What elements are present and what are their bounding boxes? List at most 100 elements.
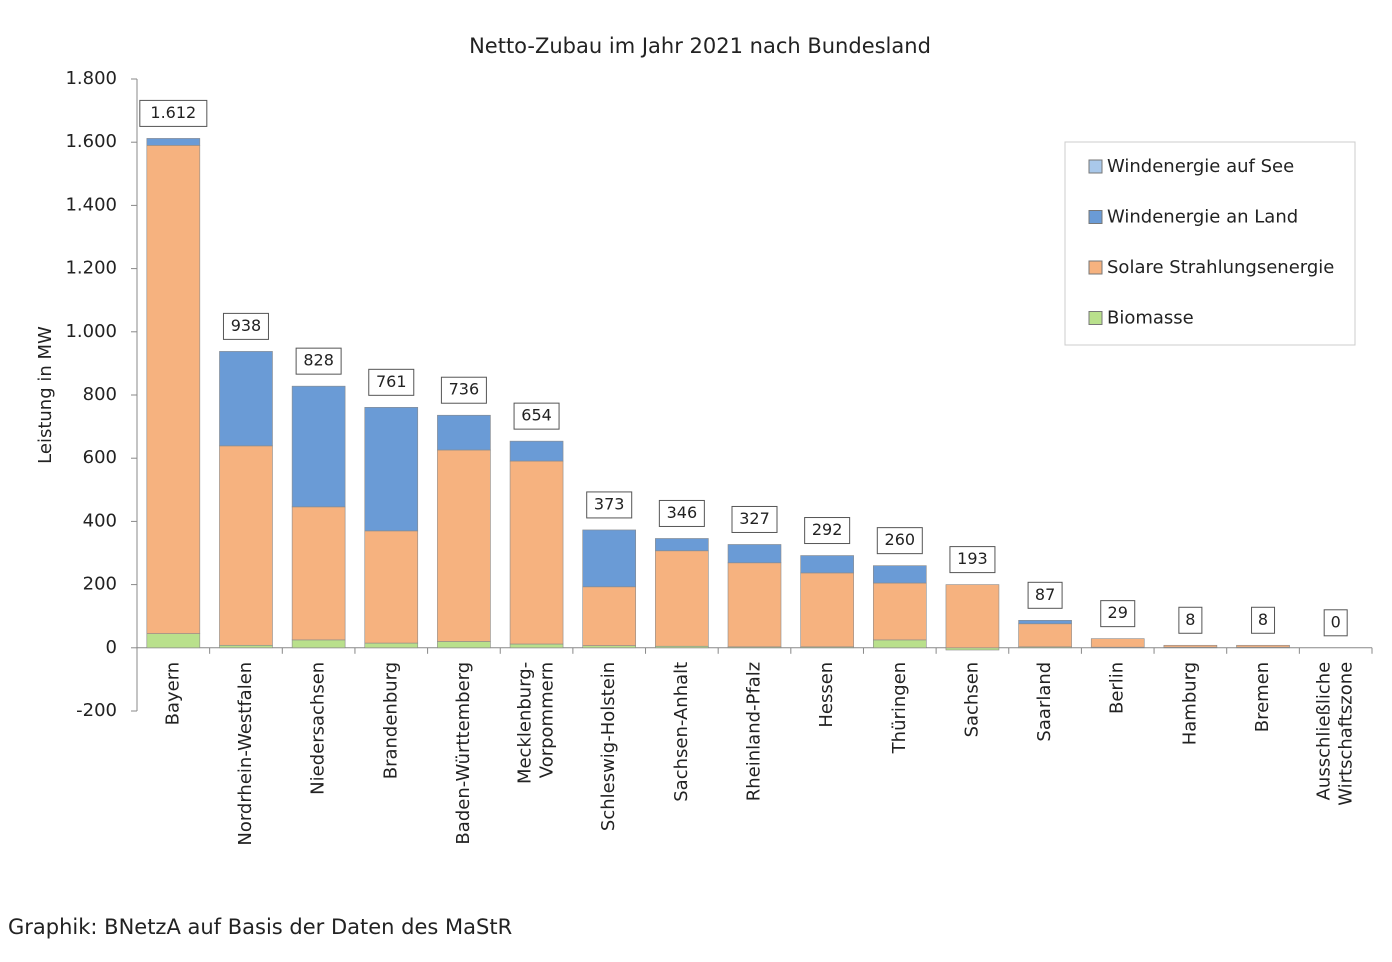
total-label-text: 938 bbox=[231, 316, 262, 335]
bar-segment bbox=[582, 586, 637, 646]
legend-label: Biomasse bbox=[1107, 308, 1194, 329]
y-tick-label: 600 bbox=[83, 447, 117, 468]
total-label: 29 bbox=[1100, 600, 1136, 628]
bar-segment bbox=[291, 385, 346, 508]
total-label-box bbox=[876, 527, 923, 555]
legend-box bbox=[1064, 141, 1356, 346]
total-label-text: 0 bbox=[1331, 612, 1341, 631]
bar-segment bbox=[219, 351, 273, 447]
total-label-text: 346 bbox=[667, 503, 698, 522]
y-tick-label: 800 bbox=[83, 384, 117, 405]
bar-segment bbox=[872, 565, 927, 584]
total-label: 761 bbox=[368, 368, 415, 396]
total-label: 346 bbox=[658, 499, 705, 527]
bar-segment bbox=[1018, 620, 1072, 625]
total-label-text: 373 bbox=[594, 494, 625, 513]
bar-segment bbox=[727, 562, 782, 648]
total-label-box bbox=[222, 312, 269, 340]
total-label-box bbox=[731, 505, 778, 533]
bar-segment bbox=[582, 529, 637, 588]
bar-segment bbox=[800, 572, 854, 648]
bar-segment bbox=[655, 550, 709, 647]
y-axis-label: Leistung in MW bbox=[35, 326, 56, 464]
total-label-box bbox=[139, 99, 208, 127]
x-tick-label: Rheinland-Pfalz bbox=[744, 662, 765, 801]
bar-segment bbox=[146, 138, 201, 146]
bar-segment bbox=[727, 544, 782, 564]
legend-label: Windenergie auf See bbox=[1107, 156, 1294, 177]
source: Graphik: BNetzA auf Basis der Daten des … bbox=[8, 915, 512, 939]
x-tick-label: Mecklenburg-Vorpommern bbox=[515, 662, 558, 784]
total-label-text: 292 bbox=[812, 520, 843, 539]
y-tick-label: 1.000 bbox=[65, 321, 117, 342]
total-label: 0 bbox=[1323, 609, 1348, 637]
bar-segment bbox=[1018, 623, 1072, 648]
bar-segment bbox=[1236, 644, 1290, 648]
total-label-box bbox=[1027, 581, 1063, 609]
total-label-text: 1.612 bbox=[150, 103, 196, 122]
bar-segment bbox=[509, 460, 564, 645]
legend-swatch bbox=[1088, 159, 1103, 174]
x-tick-label: Baden-Württemberg bbox=[453, 662, 474, 845]
bar-segment bbox=[437, 641, 491, 649]
total-label: 828 bbox=[295, 347, 342, 375]
legend-label: Solare Strahlungsenergie bbox=[1107, 257, 1334, 278]
total-label-text: 87 bbox=[1035, 585, 1055, 604]
bar-segment bbox=[582, 645, 637, 649]
legend-swatch bbox=[1088, 311, 1103, 325]
bar-segment bbox=[1163, 644, 1218, 648]
x-tick-label: Hamburg bbox=[1179, 662, 1200, 745]
y-tick-label: 200 bbox=[83, 574, 117, 595]
total-label: 654 bbox=[513, 402, 560, 430]
total-label-box bbox=[440, 376, 487, 404]
x-tick-label: Schleswig-Holstein bbox=[598, 662, 619, 831]
total-label: 260 bbox=[876, 527, 923, 555]
bar-segment bbox=[291, 506, 346, 641]
total-label-text: 654 bbox=[521, 406, 552, 425]
total-label-text: 327 bbox=[739, 509, 770, 528]
legend-swatch bbox=[1088, 260, 1103, 275]
total-label: 736 bbox=[440, 376, 487, 404]
y-tick-label: 400 bbox=[83, 510, 117, 531]
legend-label: Windenergie an Land bbox=[1107, 207, 1298, 228]
x-tick-label: Thüringen bbox=[889, 662, 910, 755]
bar-segment bbox=[655, 538, 709, 552]
bar-segment bbox=[364, 530, 419, 644]
total-label-box bbox=[295, 347, 342, 375]
x-tick-label: Brandenburg bbox=[380, 662, 401, 779]
total-label: 87 bbox=[1027, 581, 1063, 609]
bar-segment bbox=[872, 639, 927, 649]
total-label-text: 8 bbox=[1185, 610, 1195, 629]
total-label: 1.612 bbox=[139, 99, 208, 127]
bar-segment bbox=[509, 440, 564, 462]
x-tick-label: Sachsen-Anhalt bbox=[671, 662, 692, 802]
total-label-text: 828 bbox=[303, 351, 334, 370]
total-label: 8 bbox=[1178, 606, 1203, 634]
x-tick-label: AusschließlicheWirtschaftszone bbox=[1314, 662, 1357, 806]
bar-segment bbox=[437, 414, 491, 451]
total-label-box bbox=[368, 368, 415, 396]
x-tick-label: Nordrhein-Westfalen bbox=[235, 662, 256, 846]
total-label-text: 29 bbox=[1108, 603, 1128, 622]
legend-swatch bbox=[1088, 210, 1103, 224]
total-label: 8 bbox=[1251, 606, 1276, 634]
bar-segment bbox=[945, 647, 1000, 651]
x-tick-label: Niedersachsen bbox=[308, 662, 329, 795]
y-tick-label: 1.600 bbox=[65, 131, 117, 152]
x-tick-label: Sachsen bbox=[961, 662, 982, 738]
total-label-box bbox=[1323, 609, 1348, 637]
bar-segment bbox=[219, 644, 273, 649]
y-tick-label: 1.800 bbox=[65, 68, 117, 89]
x-tick-label: Hessen bbox=[816, 662, 837, 728]
x-tick-label: Saarland bbox=[1034, 662, 1055, 742]
bar-segment bbox=[146, 633, 201, 649]
total-label-text: 8 bbox=[1258, 610, 1268, 629]
total-label-text: 260 bbox=[885, 530, 916, 549]
chart-title: Netto-Zubau im Jahr 2021 nach Bundesland bbox=[469, 34, 931, 58]
total-label-box bbox=[804, 517, 851, 545]
total-label-box bbox=[586, 491, 633, 519]
y-tick-label: 1.400 bbox=[65, 194, 117, 215]
x-tick-label: Bayern bbox=[162, 662, 183, 726]
total-label-text: 761 bbox=[376, 372, 407, 391]
